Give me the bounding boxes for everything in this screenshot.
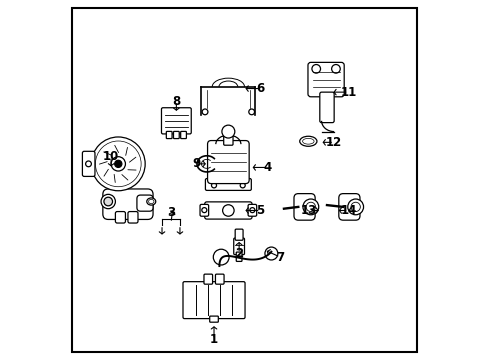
Text: 1: 1 — [209, 333, 218, 346]
Circle shape — [305, 202, 315, 212]
Circle shape — [264, 247, 277, 260]
Circle shape — [213, 249, 228, 265]
Circle shape — [331, 64, 340, 73]
Circle shape — [202, 109, 207, 115]
FancyBboxPatch shape — [293, 194, 314, 220]
FancyBboxPatch shape — [183, 282, 244, 319]
Circle shape — [248, 109, 254, 115]
Circle shape — [350, 202, 360, 212]
Text: 3: 3 — [166, 206, 175, 219]
FancyBboxPatch shape — [137, 195, 153, 211]
Circle shape — [95, 141, 141, 187]
FancyArrowPatch shape — [115, 145, 118, 153]
Circle shape — [115, 160, 122, 167]
FancyBboxPatch shape — [161, 108, 191, 134]
Text: 8: 8 — [172, 95, 180, 108]
FancyBboxPatch shape — [223, 132, 233, 145]
FancyBboxPatch shape — [180, 131, 186, 139]
Text: 9: 9 — [192, 157, 200, 170]
FancyBboxPatch shape — [236, 252, 242, 261]
FancyArrowPatch shape — [125, 148, 127, 156]
Circle shape — [311, 64, 320, 73]
Circle shape — [249, 208, 254, 213]
FancyArrowPatch shape — [114, 174, 115, 183]
FancyArrowPatch shape — [99, 162, 107, 164]
Circle shape — [347, 199, 363, 215]
Circle shape — [240, 183, 244, 188]
Circle shape — [85, 161, 91, 167]
FancyBboxPatch shape — [233, 238, 244, 255]
Text: 10: 10 — [103, 150, 119, 163]
FancyArrowPatch shape — [129, 157, 136, 162]
FancyBboxPatch shape — [207, 140, 249, 184]
FancyArrowPatch shape — [122, 175, 128, 180]
Text: 4: 4 — [263, 161, 271, 174]
FancyBboxPatch shape — [209, 316, 218, 322]
Ellipse shape — [146, 198, 155, 205]
FancyBboxPatch shape — [200, 204, 208, 216]
FancyBboxPatch shape — [338, 194, 359, 220]
FancyBboxPatch shape — [319, 92, 333, 123]
Circle shape — [101, 194, 115, 209]
FancyBboxPatch shape — [115, 212, 125, 223]
Text: 14: 14 — [340, 204, 356, 217]
Text: 7: 7 — [276, 251, 284, 264]
FancyBboxPatch shape — [102, 189, 153, 220]
Circle shape — [104, 197, 112, 206]
FancyBboxPatch shape — [173, 131, 179, 139]
Circle shape — [91, 137, 145, 191]
FancyBboxPatch shape — [215, 274, 224, 284]
Circle shape — [222, 205, 234, 216]
FancyArrowPatch shape — [104, 169, 108, 176]
Text: 6: 6 — [256, 82, 264, 95]
Ellipse shape — [302, 138, 313, 144]
Text: 2: 2 — [235, 247, 243, 260]
FancyBboxPatch shape — [235, 229, 243, 240]
FancyArrowPatch shape — [103, 152, 111, 155]
Circle shape — [222, 125, 234, 138]
Circle shape — [303, 199, 318, 215]
FancyBboxPatch shape — [166, 131, 172, 139]
Ellipse shape — [299, 136, 316, 146]
Circle shape — [202, 208, 206, 213]
Circle shape — [211, 183, 216, 188]
Text: 12: 12 — [325, 136, 342, 149]
FancyBboxPatch shape — [205, 179, 251, 190]
FancyBboxPatch shape — [203, 274, 212, 284]
FancyBboxPatch shape — [82, 151, 95, 176]
FancyBboxPatch shape — [204, 202, 251, 219]
Text: 13: 13 — [300, 204, 317, 217]
Text: 5: 5 — [256, 204, 264, 217]
FancyBboxPatch shape — [128, 212, 138, 223]
Ellipse shape — [148, 199, 154, 204]
FancyBboxPatch shape — [247, 204, 256, 216]
Circle shape — [111, 157, 125, 171]
FancyBboxPatch shape — [307, 62, 344, 97]
Text: 11: 11 — [340, 86, 356, 99]
